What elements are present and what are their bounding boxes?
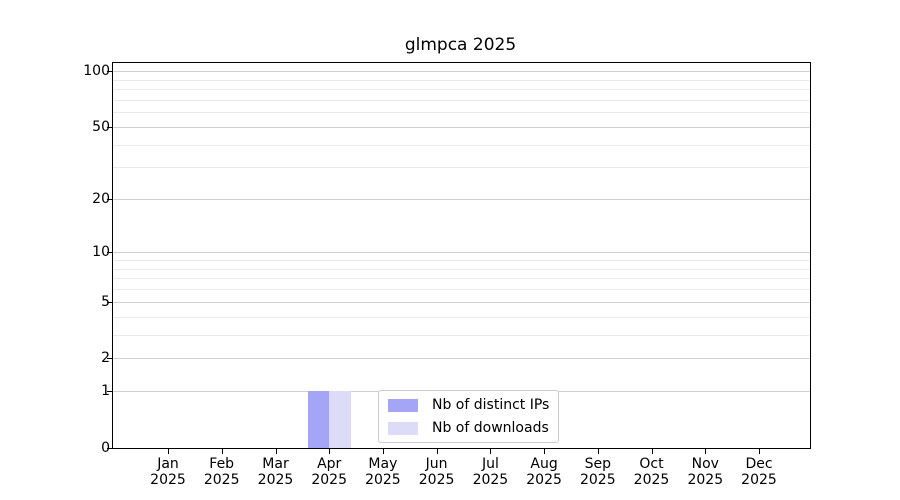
chart-title: glmpca 2025 [404,35,517,55]
y-tick-mark [107,358,112,360]
legend-item-distinct-ips: Nb of distinct IPs [388,397,549,413]
bar-downloads [329,391,351,448]
y-tick-mark [107,391,112,393]
y-tick-label: 10 [92,244,110,261]
x-tick-mark [705,449,707,454]
bar-distinct-ips [307,391,330,448]
y-gridline-minor [113,112,810,114]
y-tick-mark [107,301,112,303]
y-tick-mark [107,199,112,201]
x-tick-mark [329,449,331,454]
x-tick-mark [597,449,599,454]
y-gridline-major [113,199,810,201]
y-tick-label: 2 [101,350,110,367]
y-gridline-major [113,252,810,254]
x-tick-mark [759,449,760,454]
legend-swatch-downloads-icon [388,421,418,435]
x-tick-label: Jun 2025 [418,456,455,488]
x-tick-mark [436,449,438,454]
y-gridline-minor [113,316,810,318]
x-tick-label: Mar 2025 [257,456,294,488]
y-tick-mark [107,448,112,449]
y-gridline-minor [113,79,810,81]
x-tick-mark [490,449,492,454]
y-tick-mark [107,126,112,128]
x-tick-label: Oct 2025 [633,456,670,488]
y-gridline-major [113,126,810,128]
y-tick-mark [107,252,112,254]
x-tick-label: Nov 2025 [687,456,724,488]
y-gridline-minor [113,144,810,146]
legend-item-downloads: Nb of downloads [388,420,549,436]
x-tick-label: Apr 2025 [311,456,347,488]
y-gridline-minor [113,167,810,169]
x-tick-label: May 2025 [365,456,401,488]
x-tick-label: Aug 2025 [526,456,562,488]
x-tick-label: Sep 2025 [579,456,616,488]
y-tick-label: 5 [101,293,110,310]
y-tick-mark [107,70,112,72]
y-tick-label: 100 [83,62,110,79]
y-tick-label: 1 [101,383,110,400]
y-gridline-major [113,358,810,360]
y-tick-label: 0 [101,440,110,456]
y-gridline-minor [113,89,810,90]
x-tick-mark [651,449,653,454]
legend-swatch-distinct-ips-icon [388,398,418,412]
y-gridline-major [113,70,810,72]
y-tick-label: 20 [92,191,110,208]
y-gridline-minor [113,334,810,336]
x-tick-mark [544,449,546,454]
x-tick-label: Dec 2025 [741,456,777,488]
y-gridline-major [113,301,810,303]
x-tick-label: Jan 2025 [150,456,186,488]
legend: Nb of distinct IPs Nb of downloads [378,390,560,443]
y-gridline-minor [113,289,810,290]
y-gridline-minor [113,99,810,101]
y-gridline-minor [113,268,810,270]
legend-label-distinct-ips: Nb of distinct IPs [432,397,550,413]
x-tick-label: Feb 2025 [203,456,240,488]
x-tick-label: Jul 2025 [472,456,509,488]
x-tick-mark [168,449,169,454]
y-gridline-minor [113,278,810,280]
y-tick-label: 50 [92,118,110,135]
plot-area: 0 1 2 5 10 20 50 100 Jan 2025 Feb 2025 Mar 2025 Apr 202… [83,62,811,488]
x-tick-mark [221,449,223,454]
x-tick-mark [382,449,384,454]
x-tick-mark [275,449,277,454]
y-gridline-minor [113,259,810,261]
legend-label-downloads: Nb of downloads [432,420,549,436]
